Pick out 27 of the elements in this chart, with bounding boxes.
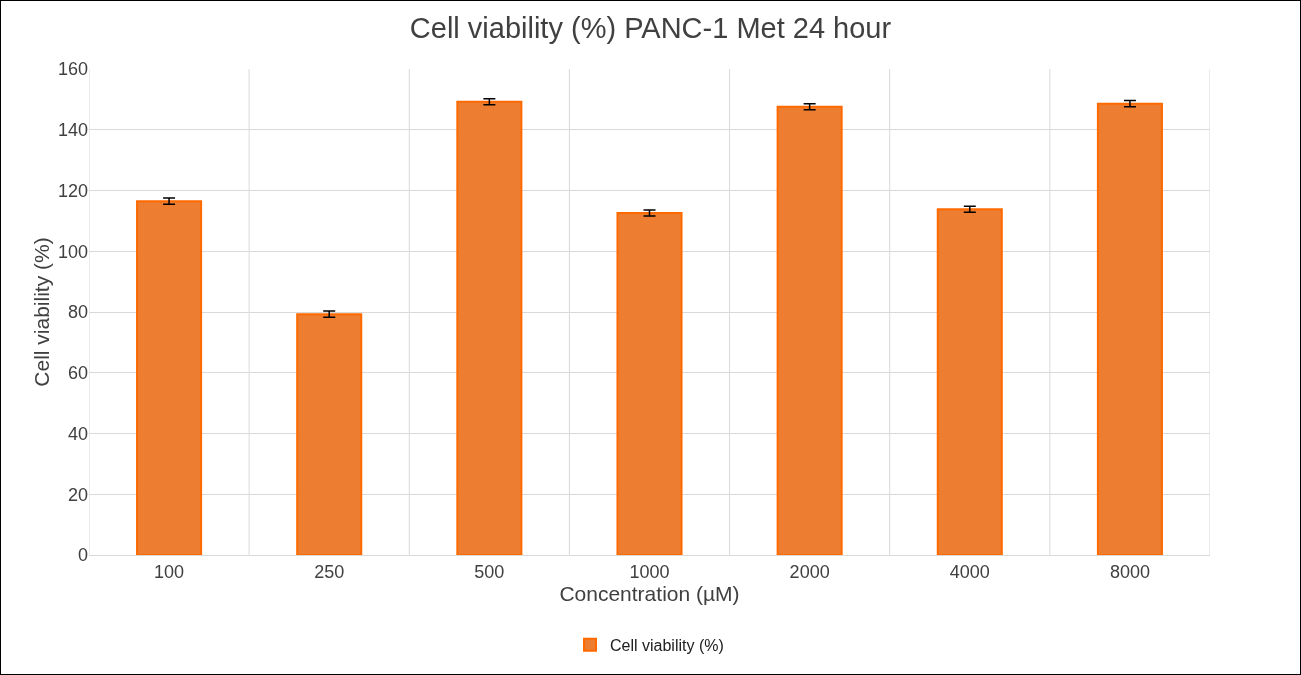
y-tick-label: 140 [57,120,88,141]
x-axis-title: Concentration (µM) [559,581,740,605]
y-tick-label: 120 [57,180,88,201]
bar [776,105,843,555]
y-tick-label: 60 [67,363,88,384]
bar [136,200,203,555]
x-tick-label: 250 [314,561,345,582]
y-tick-label: 100 [57,241,88,262]
chart-title: Cell viability (%) PANC-1 Met 24 hour [409,12,892,45]
y-axis-title: Cell viability (%) [30,237,54,387]
bar [1096,102,1163,555]
y-tick-label: 80 [67,302,88,323]
y-tick-label: 20 [67,484,88,505]
bar [616,211,683,555]
x-tick-label: 2000 [789,561,830,582]
y-tick-label: 40 [67,423,88,444]
bar [456,100,523,555]
bar [936,208,1003,555]
x-tick-label: 4000 [949,561,990,582]
x-tick-label: 100 [154,561,185,582]
y-tick-label: 0 [77,545,88,566]
x-tick-label: 8000 [1109,561,1150,582]
x-tick-label: 1000 [629,561,670,582]
y-tick-label: 160 [57,59,88,80]
bar [296,313,363,555]
legend-label: Cell viability (%) [610,637,724,655]
x-tick-label: 500 [474,561,505,582]
